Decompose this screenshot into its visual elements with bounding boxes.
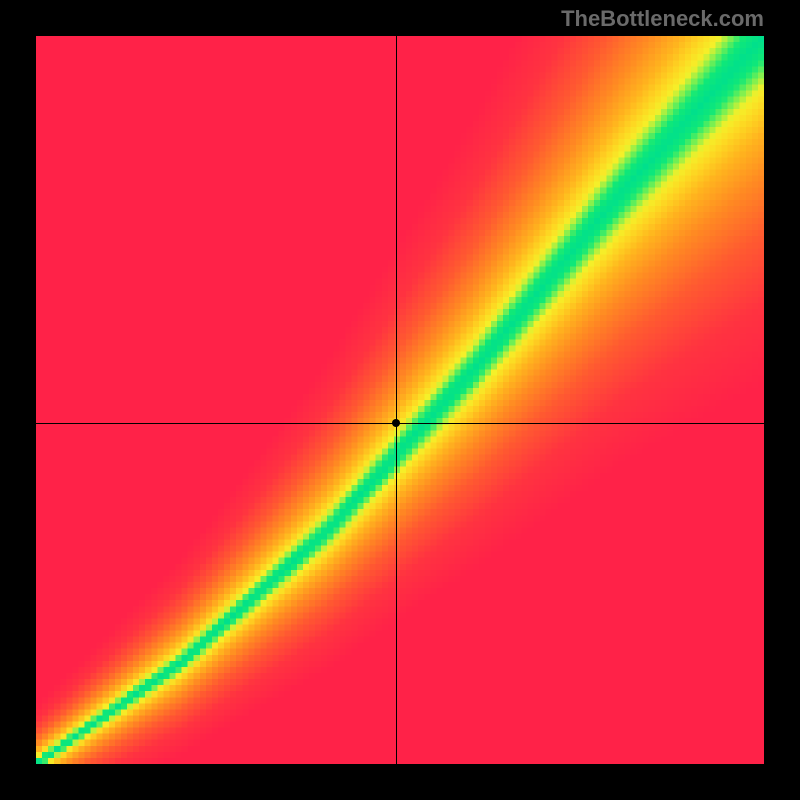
chart-container: TheBottleneck.com — [0, 0, 800, 800]
watermark-text: TheBottleneck.com — [561, 6, 764, 32]
heatmap-canvas — [36, 36, 764, 764]
crosshair-vertical — [396, 36, 397, 764]
